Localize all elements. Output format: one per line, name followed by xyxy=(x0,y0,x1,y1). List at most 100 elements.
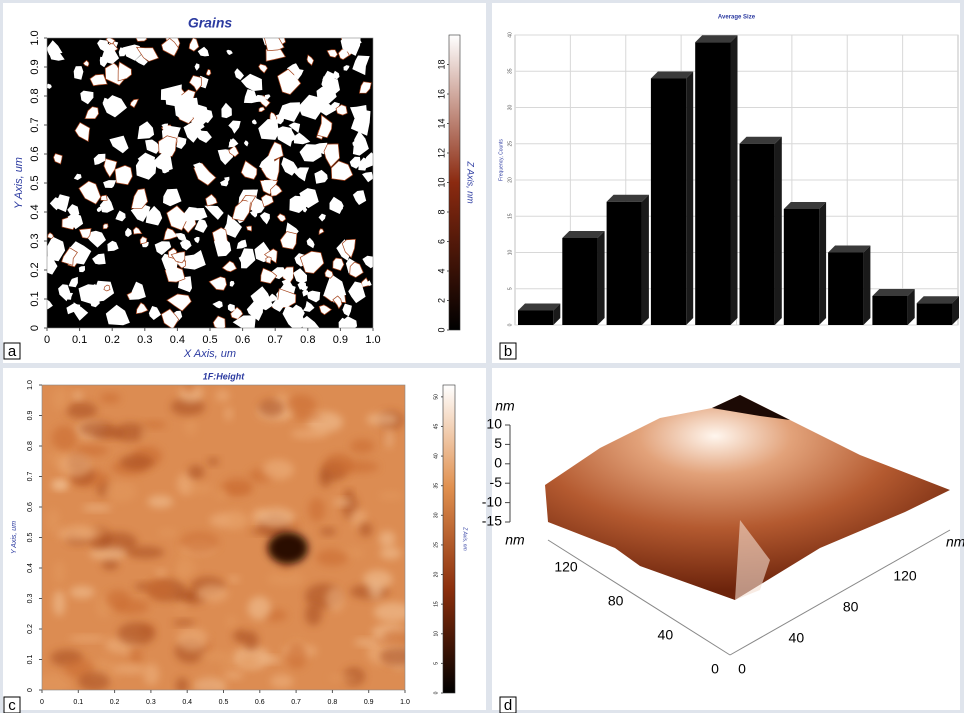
grain xyxy=(264,94,271,100)
grain xyxy=(366,280,372,286)
bar-top xyxy=(695,35,738,43)
grain xyxy=(137,121,155,140)
texture xyxy=(53,590,66,617)
grain xyxy=(82,59,90,67)
texture xyxy=(378,530,396,548)
grain xyxy=(163,227,179,241)
texture xyxy=(224,406,233,421)
y-tick-label: 0.4 xyxy=(27,563,34,573)
grain xyxy=(226,49,233,55)
grain xyxy=(329,196,344,214)
texture xyxy=(325,586,345,612)
grain xyxy=(234,68,244,80)
grain xyxy=(318,228,325,236)
grain xyxy=(212,315,226,328)
texture xyxy=(262,459,295,480)
grain xyxy=(163,188,182,207)
surface-plot xyxy=(545,395,950,600)
grain xyxy=(298,94,324,120)
grain xyxy=(332,295,343,310)
bar-side xyxy=(952,296,959,325)
x-tick-label: 0.1 xyxy=(73,699,83,706)
grain xyxy=(185,208,208,221)
y-tick-label: 0.6 xyxy=(27,502,34,512)
grain xyxy=(97,39,108,52)
grain xyxy=(102,223,109,230)
grain xyxy=(343,65,350,71)
grain xyxy=(99,196,114,213)
colorbar-tick-label: 14 xyxy=(436,118,446,128)
grain xyxy=(259,154,275,173)
texture xyxy=(175,677,189,690)
grain xyxy=(306,237,315,249)
texture xyxy=(243,631,259,651)
x-tick-label: 0.3 xyxy=(146,699,156,706)
texture xyxy=(215,389,230,402)
y-tick-label: 10 xyxy=(507,250,513,256)
colorbar-tick-label: 0 xyxy=(433,691,439,694)
y-axis-label: Y Axis, um xyxy=(11,521,18,554)
texture xyxy=(155,569,167,578)
z-tick-label: -5 xyxy=(490,474,503,490)
texture xyxy=(185,590,195,600)
grain xyxy=(166,293,192,312)
grain xyxy=(316,114,333,139)
texture xyxy=(366,412,399,426)
grain xyxy=(302,289,309,297)
grain xyxy=(318,213,326,222)
texture xyxy=(126,546,165,559)
grain xyxy=(53,153,63,165)
texture xyxy=(266,572,305,586)
texture xyxy=(196,584,229,602)
colorbar-tick-label: 0 xyxy=(436,327,446,332)
texture xyxy=(304,603,322,626)
texture xyxy=(140,425,150,443)
chart-title: 1F:Height xyxy=(203,371,246,381)
grain xyxy=(73,173,82,181)
texture xyxy=(182,385,196,394)
grain xyxy=(174,94,197,121)
y-tick-label: 25 xyxy=(507,141,513,147)
bar-side xyxy=(863,245,871,325)
surface-highlight xyxy=(735,520,770,600)
grain xyxy=(327,276,341,292)
texture xyxy=(344,488,353,498)
grain xyxy=(208,276,227,291)
colorbar-tick-label: 35 xyxy=(433,483,439,489)
texture xyxy=(74,444,109,456)
grain xyxy=(125,227,132,237)
grain xyxy=(160,308,180,328)
texture xyxy=(324,453,354,477)
x-axis-label: nm xyxy=(505,532,525,548)
panel-label: a xyxy=(8,343,17,360)
texture xyxy=(174,600,189,613)
image-content xyxy=(47,38,373,328)
grain xyxy=(282,305,306,328)
texture xyxy=(258,399,285,417)
y-axis-label: nm xyxy=(946,534,964,550)
y-tick-label: 0.4 xyxy=(29,204,41,219)
bar xyxy=(606,201,642,325)
grain xyxy=(324,268,334,279)
y-tick-label: 0.9 xyxy=(27,411,34,421)
texture xyxy=(247,596,272,620)
bar-side xyxy=(907,289,915,325)
grain xyxy=(103,284,111,292)
bar xyxy=(916,303,952,325)
texture xyxy=(319,527,337,536)
panel-label: b xyxy=(504,343,512,360)
grain xyxy=(314,169,328,184)
texture xyxy=(362,569,393,590)
grain xyxy=(117,61,132,82)
bar-side xyxy=(686,71,694,325)
colorbar-tick-label: 25 xyxy=(433,542,439,548)
texture xyxy=(51,425,77,451)
grain xyxy=(227,303,235,312)
grain xyxy=(145,205,163,226)
grain xyxy=(161,38,179,57)
colorbar-tick-label: 45 xyxy=(433,423,439,429)
grain xyxy=(303,205,308,213)
y-tick-label: 15 xyxy=(507,213,513,219)
grain xyxy=(84,106,99,120)
bar-side xyxy=(819,202,827,325)
